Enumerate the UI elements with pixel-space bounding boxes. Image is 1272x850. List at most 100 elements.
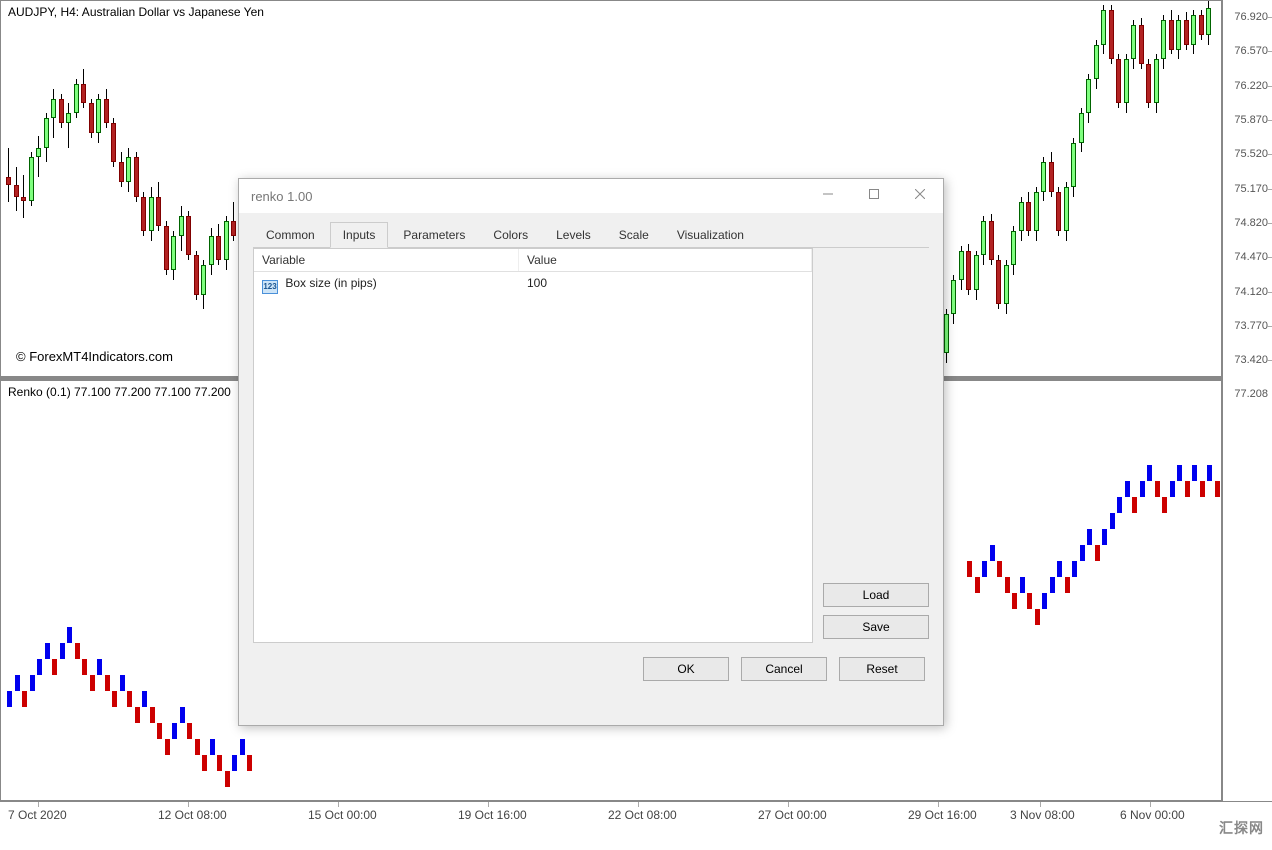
renko-brick — [1192, 465, 1197, 481]
x-axis: 7 Oct 202012 Oct 08:0015 Oct 00:0019 Oct… — [0, 801, 1272, 850]
y-tick-label: 75.870 — [1234, 114, 1268, 126]
grid-col-value[interactable]: Value — [519, 249, 812, 271]
number-icon: 123 — [262, 280, 278, 294]
renko-brick — [967, 561, 972, 577]
renko-brick — [982, 561, 987, 577]
y-tick-label: 76.220 — [1234, 80, 1268, 92]
grid-col-variable[interactable]: Variable — [254, 249, 519, 271]
y-tick-label: 74.120 — [1234, 286, 1268, 298]
renko-brick — [1215, 481, 1220, 497]
renko-brick — [1155, 481, 1160, 497]
x-axis-label: 3 Nov 08:00 — [1010, 808, 1075, 822]
renko-brick — [1207, 465, 1212, 481]
renko-brick — [187, 723, 192, 739]
renko-brick — [1185, 481, 1190, 497]
renko-brick — [990, 545, 995, 561]
renko-brick — [1072, 561, 1077, 577]
y-axis: 76.92076.57076.22075.87075.52075.17074.8… — [1222, 0, 1272, 801]
renko-brick — [105, 675, 110, 691]
renko-brick — [210, 739, 215, 755]
grid-cell-value[interactable]: 100 — [519, 272, 812, 296]
x-axis-label: 29 Oct 16:00 — [908, 808, 977, 822]
renko-brick — [1087, 529, 1092, 545]
renko-brick — [1042, 593, 1047, 609]
renko-brick — [1200, 481, 1205, 497]
renko-brick — [1177, 465, 1182, 481]
renko-brick — [127, 691, 132, 707]
renko-brick — [240, 739, 245, 755]
y-tick-label: 73.770 — [1234, 320, 1268, 332]
load-button[interactable]: Load — [823, 583, 929, 607]
tab-scale[interactable]: Scale — [606, 222, 662, 248]
renko-brick — [1035, 609, 1040, 625]
renko-brick — [45, 643, 50, 659]
renko-brick — [75, 643, 80, 659]
renko-brick — [82, 659, 87, 675]
renko-brick — [1140, 481, 1145, 497]
renko-brick — [1095, 545, 1100, 561]
watermark-text: 汇探网 — [1219, 818, 1264, 838]
ok-button[interactable]: OK — [643, 657, 729, 681]
maximize-button[interactable] — [851, 179, 897, 209]
dialog-titlebar[interactable]: renko 1.00 — [239, 179, 943, 213]
tab-visualization[interactable]: Visualization — [664, 222, 757, 248]
renko-brick — [217, 755, 222, 771]
save-button[interactable]: Save — [823, 615, 929, 639]
y-tick-label: 75.170 — [1234, 183, 1268, 195]
x-axis-label: 22 Oct 08:00 — [608, 808, 677, 822]
renko-brick — [150, 707, 155, 723]
renko-brick — [997, 561, 1002, 577]
renko-brick — [195, 739, 200, 755]
renko-brick — [90, 675, 95, 691]
x-axis-label: 7 Oct 2020 — [8, 808, 67, 822]
main-chart-title: AUDJPY, H4: Australian Dollar vs Japanes… — [6, 4, 266, 20]
renko-brick — [1110, 513, 1115, 529]
renko-brick — [52, 659, 57, 675]
x-axis-label: 15 Oct 00:00 — [308, 808, 377, 822]
copyright-text: © ForexMT4Indicators.com — [16, 349, 173, 364]
renko-brick — [30, 675, 35, 691]
renko-brick — [1005, 577, 1010, 593]
inputs-grid[interactable]: Variable Value 123 Box size (in pips)100 — [253, 248, 813, 643]
renko-brick — [97, 659, 102, 675]
renko-brick — [120, 675, 125, 691]
renko-brick — [1125, 481, 1130, 497]
renko-brick — [112, 691, 117, 707]
tab-inputs[interactable]: Inputs — [330, 222, 389, 248]
renko-brick — [975, 577, 980, 593]
y-tick-label: 76.570 — [1234, 45, 1268, 57]
renko-brick — [172, 723, 177, 739]
renko-brick — [1012, 593, 1017, 609]
y-tick-label: 75.520 — [1234, 148, 1268, 160]
settings-tabs: CommonInputsParametersColorsLevelsScaleV… — [253, 221, 929, 248]
renko-brick — [1027, 593, 1032, 609]
renko-brick — [165, 739, 170, 755]
grid-cell-variable[interactable]: 123 Box size (in pips) — [254, 272, 519, 296]
renko-brick — [1117, 497, 1122, 513]
cancel-button[interactable]: Cancel — [741, 657, 827, 681]
tab-common[interactable]: Common — [253, 222, 328, 248]
renko-brick — [60, 643, 65, 659]
tab-colors[interactable]: Colors — [480, 222, 541, 248]
tab-parameters[interactable]: Parameters — [390, 222, 478, 248]
renko-price-label: 77.208 — [1234, 388, 1268, 400]
indicator-settings-dialog: renko 1.00 CommonInputsParametersColorsL… — [238, 178, 944, 726]
renko-brick — [1050, 577, 1055, 593]
y-tick-label: 73.420 — [1234, 354, 1268, 366]
renko-brick — [202, 755, 207, 771]
minimize-button[interactable] — [805, 179, 851, 209]
tab-levels[interactable]: Levels — [543, 222, 604, 248]
renko-brick — [22, 691, 27, 707]
renko-brick — [1065, 577, 1070, 593]
y-tick-label: 74.820 — [1234, 217, 1268, 229]
renko-brick — [1102, 529, 1107, 545]
grid-row[interactable]: 123 Box size (in pips)100 — [254, 272, 812, 296]
renko-brick — [7, 691, 12, 707]
renko-brick — [37, 659, 42, 675]
renko-brick — [1132, 497, 1137, 513]
renko-brick — [1020, 577, 1025, 593]
renko-brick — [15, 675, 20, 691]
reset-button[interactable]: Reset — [839, 657, 925, 681]
close-button[interactable] — [897, 179, 943, 209]
renko-brick — [157, 723, 162, 739]
